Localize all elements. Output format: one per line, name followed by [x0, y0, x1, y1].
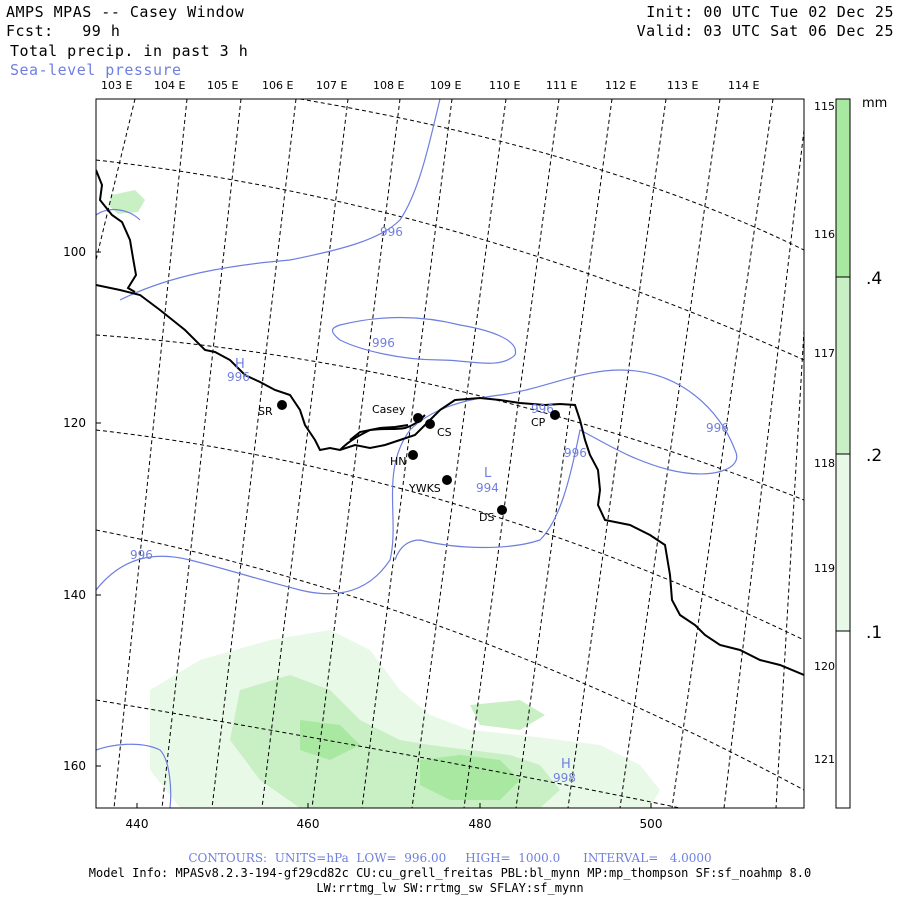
map-title: AMPS MPAS -- Casey Window — [6, 3, 245, 21]
lon-label: 109 E — [430, 79, 461, 92]
lon-label: 113 E — [667, 79, 698, 92]
station-label: Casey — [372, 403, 406, 416]
lon-label: 108 E — [373, 79, 404, 92]
station-label: DS — [479, 511, 494, 524]
precip-shading — [108, 190, 660, 808]
lon-label: 103 E — [101, 79, 132, 92]
x-axis-ticks: 440 460 480 500 — [126, 803, 663, 831]
map-frame — [95, 98, 805, 809]
pressure-center-group: H L H — [235, 357, 571, 772]
station-label: SR — [258, 405, 273, 418]
station-marker-cs[interactable] — [425, 419, 435, 429]
contour-label: 998 — [553, 771, 576, 785]
pressure-contours — [96, 99, 738, 808]
lon-label: 104 E — [154, 79, 185, 92]
valid-time: Valid: 03 UTC Sat 06 Dec 25 — [636, 22, 894, 40]
x-tick-label: 480 — [469, 817, 492, 831]
longitude-gridlines — [96, 99, 804, 808]
lon-label: 106 E — [262, 79, 293, 92]
lon-label: 110 E — [489, 79, 520, 92]
y-tick-label: 160 — [63, 759, 86, 773]
model-info-line2: LW:rrtmg_lw SW:rrtmg_sw SFLAY:sf_mynn — [316, 881, 584, 895]
colorbar-label: .4 — [866, 269, 882, 289]
model-info-line1: Model Info: MPASv8.2.3-194-gf29cd82c CU:… — [88, 866, 812, 880]
colorbar-unit: mm — [862, 96, 887, 111]
y-tick-label: 100 — [63, 245, 86, 259]
lon-label: 107 E — [316, 79, 347, 92]
latitude-gridlines — [96, 99, 804, 808]
forecast-hour: Fcst: 99 h — [6, 22, 121, 40]
contour-label: 996 — [380, 225, 403, 239]
contour-label: 994 — [476, 481, 499, 495]
init-time: Init: 00 UTC Tue 02 Dec 25 — [646, 3, 894, 21]
x-tick-label: 440 — [126, 817, 149, 831]
station-marker-hn[interactable] — [408, 450, 418, 460]
y-axis-ticks: 100 120 140 160 — [63, 245, 101, 773]
station-marker-ywks[interactable] — [442, 475, 452, 485]
contour-label: 996 — [130, 548, 153, 562]
colorbar-segment-strong — [836, 99, 850, 277]
field-primary-label: Total precip. in past 3 h — [10, 42, 249, 60]
lon-label: 105 E — [207, 79, 238, 92]
x-tick-label: 500 — [640, 817, 663, 831]
lon-label: 111 E — [546, 79, 577, 92]
lon-labels-top: 103 E 104 E 105 E 106 E 107 E 108 E 109 … — [101, 79, 759, 92]
station-marker-casey[interactable] — [413, 413, 423, 423]
contour-label: 996 — [531, 402, 554, 416]
contour-info: CONTOURS: UNITS=hPa LOW= 996.00 HIGH= 10… — [188, 851, 712, 865]
contour-label: 996 — [706, 421, 729, 435]
low-pressure-marker: L — [484, 466, 492, 481]
stations: SR Casey CS CP HN YWKS DS — [258, 400, 560, 524]
contour-label: 996 — [227, 370, 250, 384]
x-tick-label: 460 — [297, 817, 320, 831]
station-label: HN — [390, 455, 407, 468]
station-marker-ds[interactable] — [497, 505, 507, 515]
y-tick-label: 120 — [63, 416, 86, 430]
contour-label-group: 996 996 996 996 996 996 994 998 996 — [130, 225, 729, 785]
colorbar: mm .4 .2 .1 — [835, 96, 887, 809]
station-marker-sr[interactable] — [277, 400, 287, 410]
colorbar-segment-light — [836, 454, 850, 631]
lon-label: 114 E — [728, 79, 759, 92]
contour-label: 996 — [372, 336, 395, 350]
station-label: CS — [437, 426, 452, 439]
colorbar-label: .1 — [866, 623, 882, 643]
station-marker-cp[interactable] — [550, 410, 560, 420]
station-label: YWKS — [408, 482, 441, 495]
station-label: CP — [531, 416, 546, 429]
high-pressure-marker: H — [235, 357, 245, 372]
colorbar-label: .2 — [866, 446, 882, 466]
y-tick-label: 140 — [63, 588, 86, 602]
colorbar-segment-medium — [836, 277, 850, 454]
field-secondary-label: Sea-level pressure — [10, 61, 182, 79]
coastline — [96, 169, 804, 676]
high-pressure-marker: H — [561, 757, 571, 772]
contour-label: 996 — [564, 446, 587, 460]
lon-label: 112 E — [605, 79, 636, 92]
map-plot: 996 996 996 996 996 996 994 998 996 H L … — [96, 99, 804, 808]
colorbar-segment-none — [836, 631, 850, 808]
